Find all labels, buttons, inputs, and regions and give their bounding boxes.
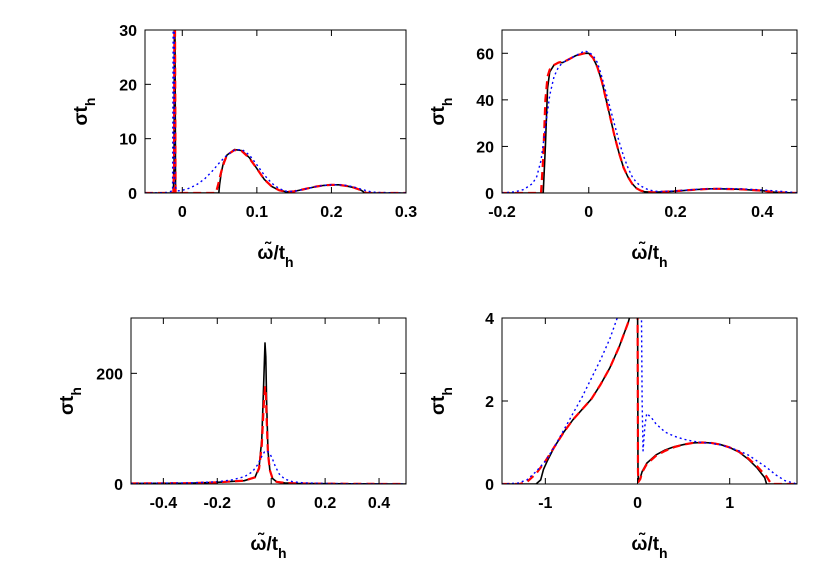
y-tick-label: 40 (476, 93, 494, 110)
series-dotted-line (145, 30, 406, 193)
series-dotted-line (502, 318, 797, 484)
y-tick-label: 0 (128, 186, 137, 203)
x-tick-label: 0.4 (751, 204, 773, 221)
x-tick-label: 0 (178, 204, 187, 221)
plot-frame (144, 29, 407, 194)
x-tick-label: 0.4 (368, 495, 390, 512)
series-solid-line (502, 318, 797, 484)
series-dotted-line (131, 450, 406, 484)
y-tick-label: 10 (119, 132, 137, 149)
y-tick-label: 0 (485, 477, 494, 494)
y-tick-label: 30 (119, 23, 137, 40)
x-tick-label: 0.2 (320, 204, 342, 221)
y-tick-label: 4 (485, 311, 494, 328)
y-tick-label: 200 (96, 366, 123, 383)
x-axis-label: ω̃/th (257, 241, 293, 270)
x-tick-label: 0.2 (314, 495, 336, 512)
x-tick-label: 0.3 (395, 204, 417, 221)
y-tick-label: 20 (119, 77, 137, 94)
x-axis-label: ω̃/th (631, 241, 667, 270)
x-tick-label: -0.2 (488, 204, 516, 221)
x-tick-label: 0 (267, 495, 276, 512)
x-tick-label: 1 (725, 495, 734, 512)
x-tick-label: 0 (633, 495, 642, 512)
y-tick-label: 2 (485, 394, 494, 411)
series-dashed-line (502, 318, 797, 484)
y-tick-label: 0 (114, 477, 123, 494)
x-tick-label: 0 (584, 204, 593, 221)
y-axis-label: σth (71, 98, 98, 126)
y-tick-label: 0 (485, 186, 494, 203)
x-axis-label: ω̃/th (250, 532, 286, 561)
x-tick-label: -0.4 (150, 495, 178, 512)
x-axis-label: ω̃/th (631, 532, 667, 561)
panel-top-left: 0 0.1 0.2 0.3 0 10 20 30 ω̃/th σth (71, 23, 417, 270)
y-tick-label: 60 (476, 46, 494, 63)
panel-bottom-right: -1 0 1 0 2 4 ω̃/th σth (428, 311, 798, 561)
series-dashed-line (502, 52, 797, 193)
series-dotted-line (502, 50, 797, 193)
series-solid-line (145, 30, 406, 193)
y-axis-label: σth (57, 387, 84, 415)
y-axis-label: σth (428, 387, 455, 415)
panel-bottom-left: -0.4 -0.2 0 0.2 0.4 0 200 ω̃/th σth (57, 317, 407, 561)
y-tick-label: 20 (476, 139, 494, 156)
series-dashed-line (131, 386, 406, 484)
x-tick-label: -1 (538, 495, 552, 512)
series-dashed-line (145, 30, 406, 193)
y-axis-label: σth (428, 98, 455, 126)
x-tick-label: 0.2 (664, 204, 686, 221)
plot-frame (501, 29, 798, 194)
x-tick-label: 0.1 (246, 204, 268, 221)
plot-frame (130, 317, 407, 485)
x-tick-label: -0.2 (203, 495, 231, 512)
